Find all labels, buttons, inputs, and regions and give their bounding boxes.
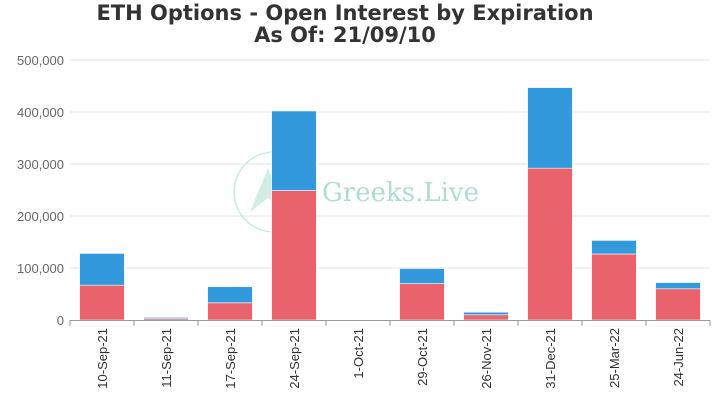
x-tick-label: 1-Oct-21 bbox=[351, 328, 366, 379]
x-tick-label: 25-Mar-22 bbox=[607, 328, 622, 388]
x-tick-label: 10-Sep-21 bbox=[95, 328, 110, 389]
bar-segment-series-1[interactable] bbox=[655, 288, 701, 321]
x-tick-label: 29-Oct-21 bbox=[415, 328, 430, 386]
bar-segment-series-2[interactable] bbox=[207, 286, 253, 304]
x-tick-label: 17-Sep-21 bbox=[223, 328, 238, 389]
bar-segment-series-2[interactable] bbox=[399, 268, 445, 284]
bar-segment-series-1[interactable] bbox=[207, 302, 253, 321]
bar-layer bbox=[79, 87, 701, 321]
bar-segment-series-1[interactable] bbox=[591, 253, 637, 321]
chart-subtitle: As Of: 21/09/10 bbox=[254, 23, 436, 47]
y-tick-label: 300,000 bbox=[17, 157, 64, 172]
x-tick-label: 11-Sep-21 bbox=[159, 328, 174, 388]
chart-title-block: ETH Options - Open Interest by Expiratio… bbox=[0, 2, 690, 46]
x-tick-label: 26-Nov-21 bbox=[479, 328, 494, 389]
bar-segment-series-1[interactable] bbox=[79, 284, 125, 321]
watermark: Greeks.Live bbox=[233, 151, 479, 233]
bar-segment-series-2[interactable] bbox=[527, 87, 573, 169]
y-tick-label: 500,000 bbox=[17, 53, 64, 68]
bar-segment-series-2[interactable] bbox=[79, 253, 125, 286]
bar-segment-series-2[interactable] bbox=[143, 317, 189, 319]
bar-segment-series-1[interactable] bbox=[463, 314, 509, 321]
bar-segment-series-1[interactable] bbox=[527, 167, 573, 321]
chart-title: ETH Options - Open Interest by Expiratio… bbox=[96, 1, 594, 25]
bar-segment-series-2[interactable] bbox=[335, 319, 381, 321]
bar-segment-series-1[interactable] bbox=[271, 190, 317, 321]
axis-layer: 0 100,000 200,000 300,000 400,000 500,000 10-S… bbox=[17, 53, 711, 389]
bar-segment-series-2[interactable] bbox=[591, 240, 637, 255]
y-tick-label: 400,000 bbox=[17, 105, 64, 120]
bar-segment-series-2[interactable] bbox=[271, 110, 317, 191]
bar-segment-series-1[interactable] bbox=[399, 283, 445, 321]
bar-segment-series-2[interactable] bbox=[463, 311, 509, 316]
grid-layer bbox=[70, 59, 710, 269]
x-tick-label: 24-Sep-21 bbox=[287, 328, 302, 389]
bar-segment-series-2[interactable] bbox=[655, 282, 701, 290]
watermark-text: Greeks.Live bbox=[322, 178, 479, 208]
y-tick-label: 0 bbox=[57, 313, 64, 328]
x-tick-label: 31-Dec-21 bbox=[543, 328, 558, 389]
y-tick-label: 200,000 bbox=[17, 209, 64, 224]
y-tick-label: 100,000 bbox=[17, 261, 64, 276]
x-tick-label: 24-Jun-22 bbox=[671, 328, 686, 387]
